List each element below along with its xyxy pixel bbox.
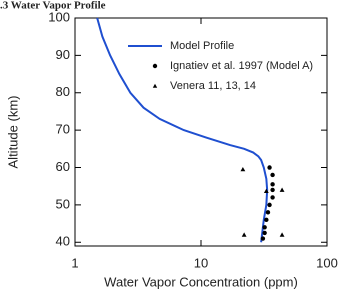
data-point <box>267 165 272 170</box>
data-point <box>270 182 275 187</box>
y-tick-label: 70 <box>56 122 70 137</box>
data-point <box>265 210 271 215</box>
plot-frame <box>74 17 328 247</box>
data-point <box>260 236 266 241</box>
y-tick-label: 50 <box>56 196 70 211</box>
x-axis-label: Water Vapor Concentration (ppm) <box>104 274 298 289</box>
legend-swatch <box>152 83 158 88</box>
data-point <box>263 188 269 193</box>
y-tick-label: 60 <box>56 159 70 174</box>
legend-swatch <box>152 63 158 69</box>
x-tick-label: 1 <box>71 255 78 270</box>
legend-label: Model Profile <box>170 40 234 52</box>
data-point <box>279 232 285 237</box>
data-point <box>262 225 267 230</box>
data-point <box>267 202 272 208</box>
data-point <box>262 230 267 236</box>
legend-label: Ignatiev et al. 1997 (Model A) <box>170 60 313 72</box>
data-point <box>270 187 275 193</box>
x-tick-label: 100 <box>316 255 338 270</box>
x-tick-label: 10 <box>194 255 208 270</box>
data-point <box>241 232 247 237</box>
data-point <box>270 172 275 178</box>
y-tick-label: 100 <box>48 9 70 24</box>
y-tick-label: 80 <box>56 84 70 99</box>
y-tick-label: 90 <box>56 47 70 62</box>
chart-title: .3 Water Vapor Profile <box>0 0 106 12</box>
data-point <box>270 195 275 200</box>
model-line <box>96 17 269 243</box>
data-point <box>240 166 246 172</box>
legend-label: Venera 11, 13, 14 <box>170 80 256 92</box>
y-tick-label: 40 <box>56 234 70 249</box>
data-point <box>264 217 269 223</box>
data-point <box>279 187 285 192</box>
y-axis-label: Altitude (km) <box>5 96 20 169</box>
